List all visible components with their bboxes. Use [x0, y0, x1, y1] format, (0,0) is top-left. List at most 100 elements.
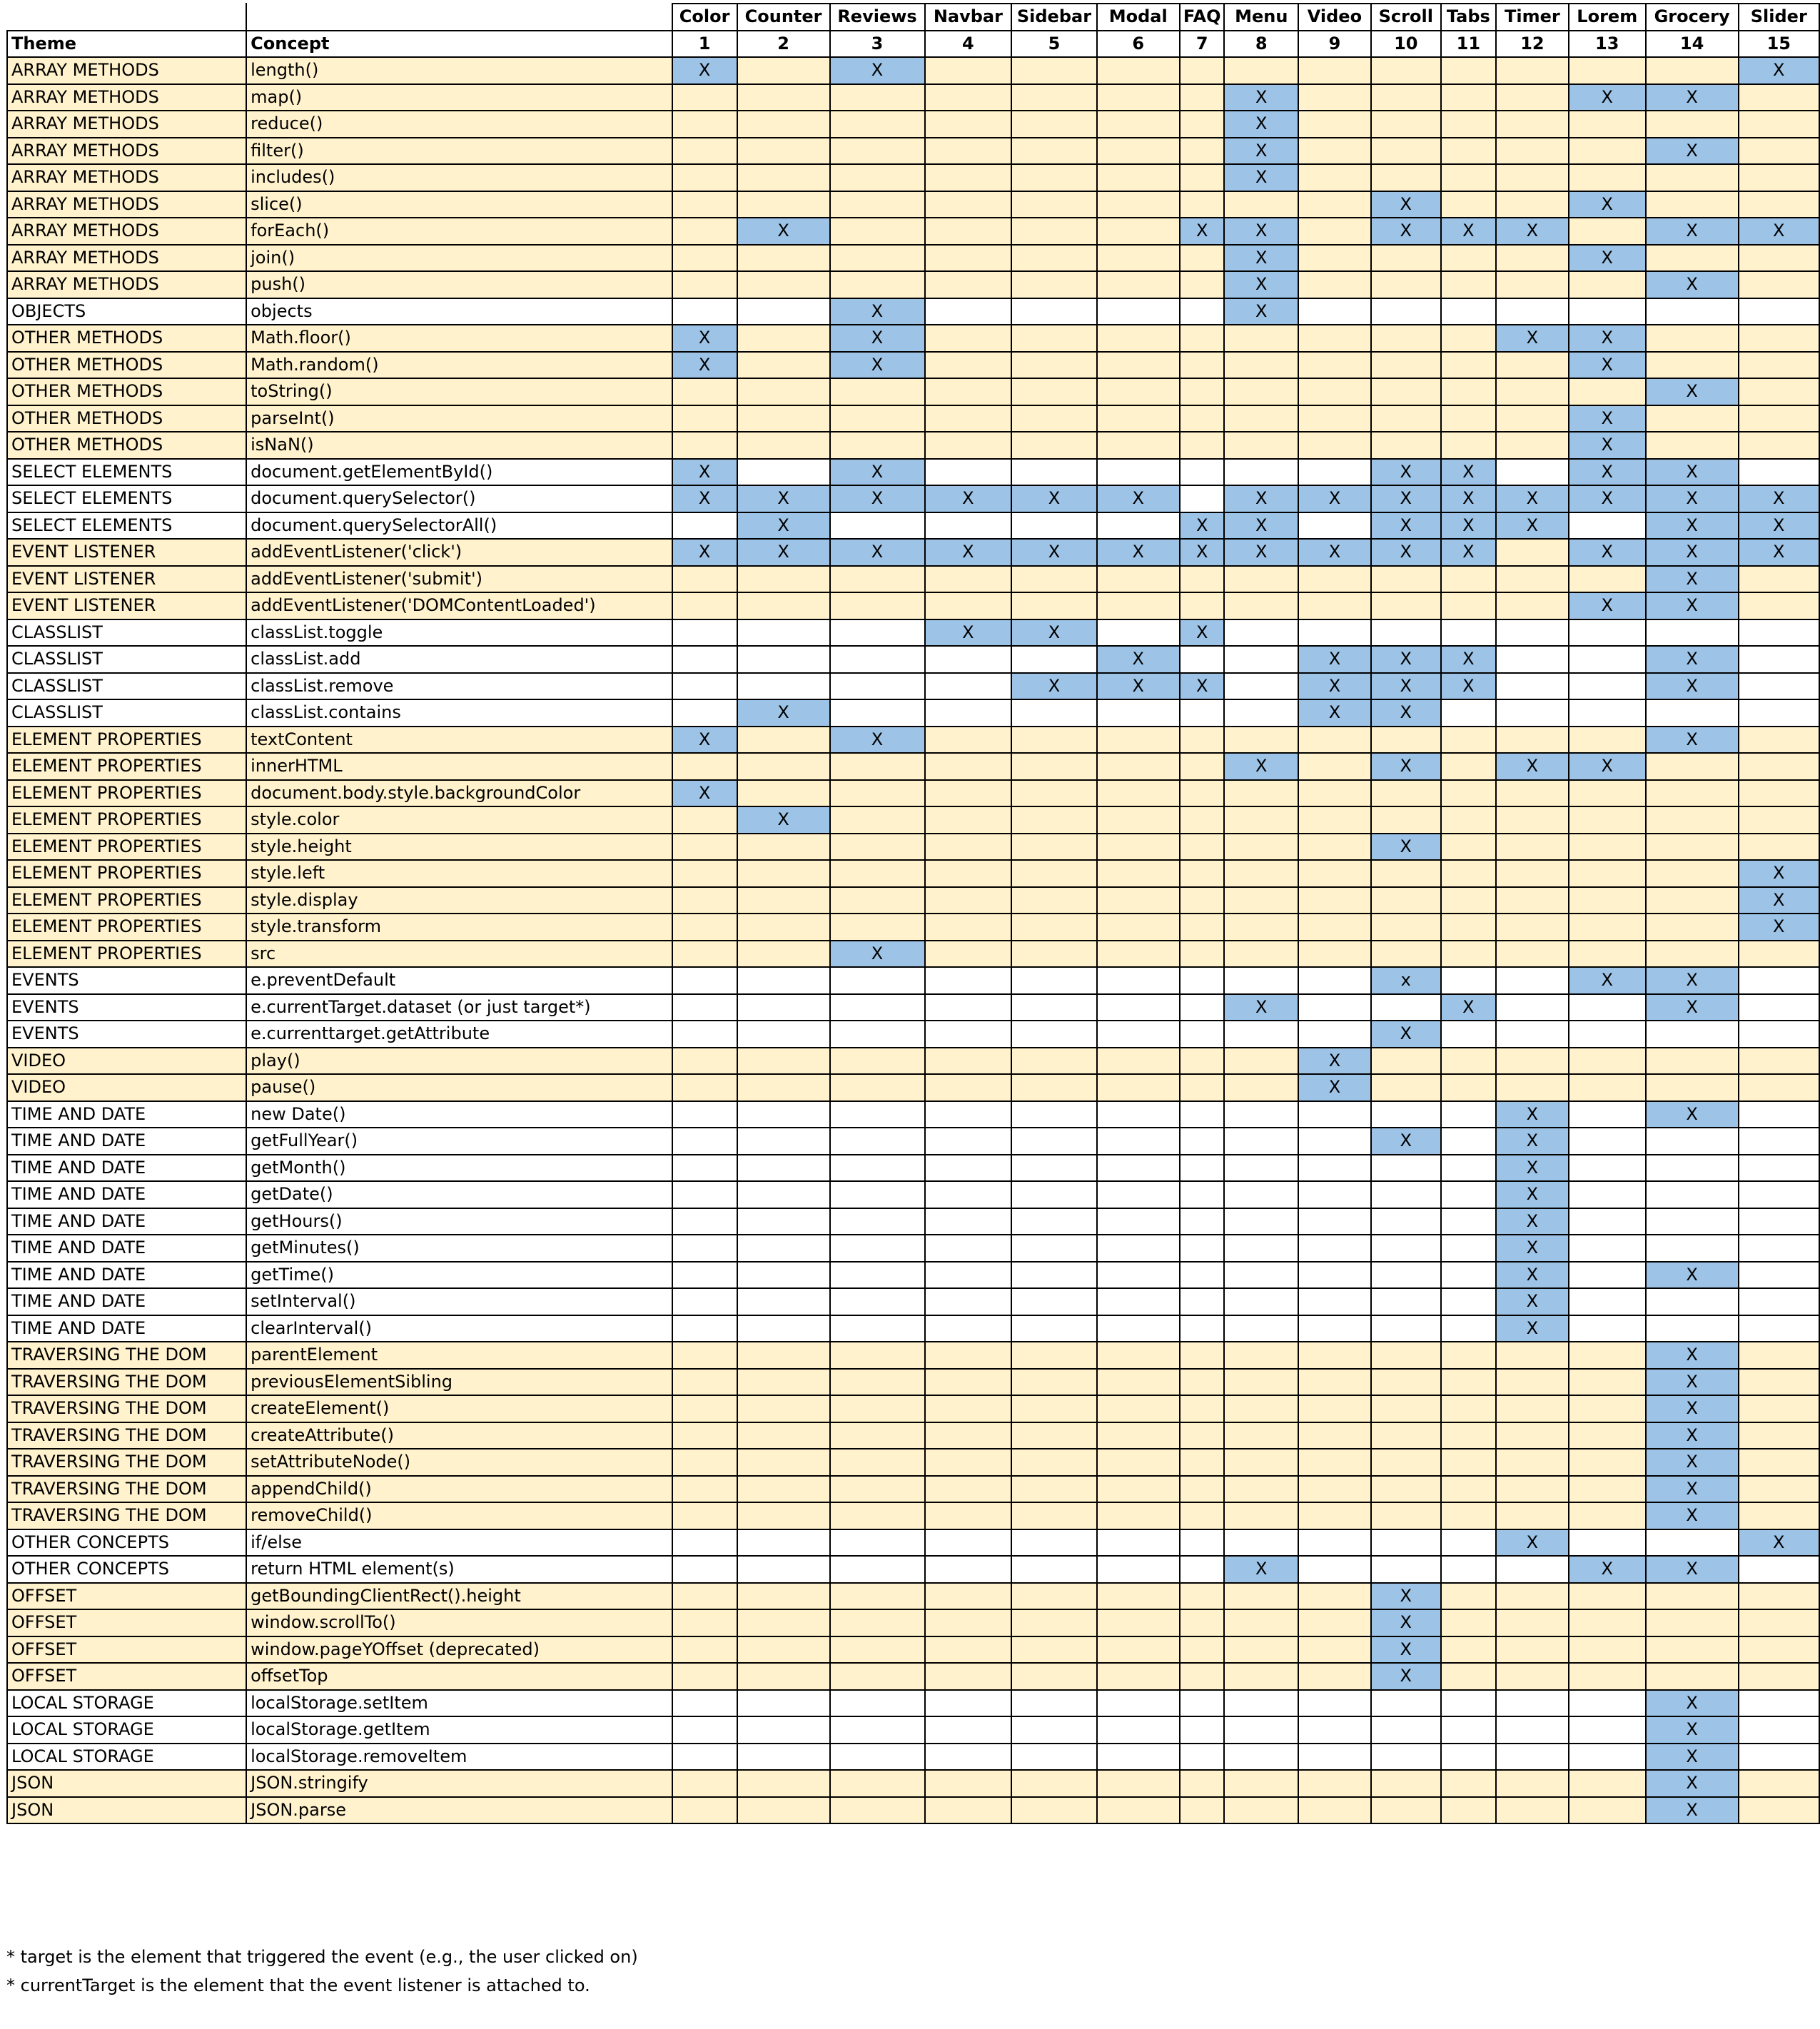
empty-cell [1567, 1609, 1647, 1637]
empty-cell [1298, 1528, 1372, 1557]
empty-cell [1567, 163, 1647, 192]
empty-cell [1011, 699, 1098, 727]
empty-cell [671, 163, 738, 192]
theme-cell: SELECT ELEMENTS [6, 511, 248, 540]
concept-cell: getFullYear() [246, 1127, 673, 1155]
empty-cell [1370, 725, 1442, 754]
empty-cell [924, 190, 1013, 218]
concept-cell: addEventListener('DOMContentLoaded') [246, 592, 673, 620]
empty-cell [1178, 832, 1225, 861]
empty-cell [1567, 1635, 1647, 1664]
usage-mark-cell: X [1178, 217, 1225, 246]
usage-mark-cell: x [1370, 966, 1442, 995]
empty-cell [829, 83, 926, 111]
empty-cell [1011, 1716, 1098, 1744]
empty-cell [736, 1020, 831, 1048]
empty-cell [1644, 1287, 1739, 1316]
concept-cell: play() [246, 1046, 673, 1075]
empty-cell [671, 913, 738, 941]
empty-cell [1644, 1582, 1739, 1610]
empty-cell [1096, 511, 1181, 540]
project-number-header: 8 [1223, 29, 1300, 58]
empty-cell [1440, 163, 1497, 192]
empty-cell [1096, 1287, 1181, 1316]
empty-cell [736, 56, 831, 85]
empty-cell [1644, 324, 1739, 353]
usage-mark-cell: X [671, 457, 738, 486]
empty-cell [1223, 832, 1300, 861]
empty-cell [1096, 1367, 1181, 1396]
empty-cell [1567, 56, 1647, 85]
usage-mark-cell: X [1223, 136, 1300, 165]
empty-cell [1096, 1769, 1181, 1798]
empty-cell [1370, 1100, 1442, 1128]
empty-cell [1440, 1046, 1497, 1075]
empty-cell [736, 1234, 831, 1263]
empty-cell [1567, 1100, 1647, 1128]
empty-cell [1298, 1020, 1372, 1048]
empty-cell [1011, 457, 1098, 486]
usage-mark-cell: X [1567, 1555, 1647, 1584]
concept-cell: document.querySelector() [246, 485, 673, 513]
empty-cell [1011, 1100, 1098, 1128]
theme-cell: EVENT LISTENER [6, 538, 248, 567]
empty-cell [1495, 1502, 1569, 1530]
empty-cell [924, 404, 1013, 432]
usage-mark-cell: X [1223, 243, 1300, 272]
usage-mark-cell: X [1567, 324, 1647, 353]
empty-cell [671, 378, 738, 406]
empty-cell [1096, 1796, 1181, 1824]
empty-cell [1223, 859, 1300, 888]
project-number-header: 9 [1298, 29, 1372, 58]
empty-cell [1644, 163, 1739, 192]
project-name-header: Grocery [1644, 3, 1739, 31]
empty-cell [1178, 83, 1225, 111]
empty-cell [924, 1796, 1013, 1824]
empty-cell [924, 1635, 1013, 1664]
concept-cell: textContent [246, 725, 673, 754]
concept-cell: pause() [246, 1073, 673, 1102]
concept-cell: includes() [246, 163, 673, 192]
usage-mark-cell: X [1644, 1100, 1739, 1128]
empty-cell [1370, 1689, 1442, 1717]
empty-cell [1440, 1716, 1497, 1744]
theme-cell: ELEMENT PROPERTIES [6, 913, 248, 941]
empty-cell [924, 1153, 1013, 1182]
empty-cell [1495, 1341, 1569, 1370]
theme-cell: EVENTS [6, 1020, 248, 1048]
theme-cell: TIME AND DATE [6, 1314, 248, 1342]
empty-cell [1737, 1796, 1820, 1824]
empty-cell [1644, 886, 1739, 914]
table-row: ARRAY METHODS push() X X [6, 270, 1820, 299]
empty-cell [924, 1502, 1013, 1530]
empty-cell [1096, 378, 1181, 406]
empty-cell [1370, 110, 1442, 138]
table-row: TRAVERSING THE DOM createElement() X [6, 1395, 1820, 1423]
theme-cell: ELEMENT PROPERTIES [6, 752, 248, 781]
empty-cell [1223, 350, 1300, 379]
empty-cell [1096, 859, 1181, 888]
empty-cell [1440, 404, 1497, 432]
concept-cell: if/else [246, 1528, 673, 1557]
theme-cell: OTHER METHODS [6, 378, 248, 406]
empty-cell [1178, 431, 1225, 460]
empty-cell [1495, 190, 1569, 218]
empty-cell [1737, 1662, 1820, 1691]
theme-cell: VIDEO [6, 1073, 248, 1102]
empty-cell [924, 163, 1013, 192]
table-row: ELEMENT PROPERTIES innerHTML X X X X [6, 752, 1820, 781]
usage-mark-cell: X [1370, 217, 1442, 246]
empty-cell [1440, 1073, 1497, 1102]
empty-cell [1298, 832, 1372, 861]
empty-cell [671, 297, 738, 325]
empty-cell [671, 1474, 738, 1503]
empty-cell [736, 1287, 831, 1316]
empty-cell [1298, 190, 1372, 218]
empty-cell [1011, 1127, 1098, 1155]
empty-cell [671, 190, 738, 218]
usage-mark-cell: X [1644, 993, 1739, 1021]
empty-cell [671, 243, 738, 272]
empty-cell [829, 1367, 926, 1396]
empty-cell [1096, 457, 1181, 486]
empty-cell [1178, 859, 1225, 888]
